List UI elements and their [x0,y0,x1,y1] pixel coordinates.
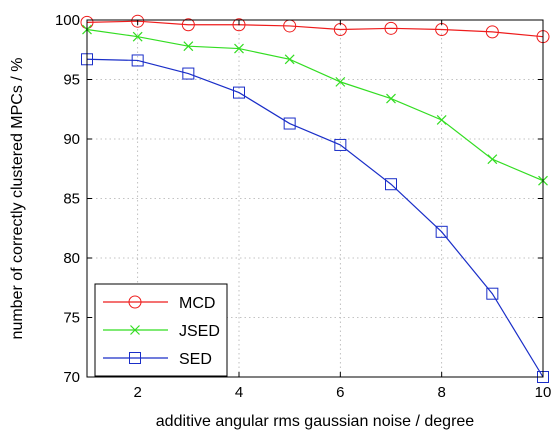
legend-marker-jsed [130,325,140,335]
data-point-mcd [131,14,145,28]
legend-entry-jsed: JSED [103,323,220,340]
data-point-sed [435,225,448,238]
data-point-jsed [386,93,396,104]
legend-marker-mcd [128,295,142,309]
data-point-sed [233,86,245,99]
legend: MCD JSED SED [94,283,228,377]
data-point-mcd [384,21,398,35]
legend-entry-sed: SED [103,351,212,368]
data-point-jsed [234,43,244,54]
data-point-sed [334,138,347,151]
data-point-jsed [132,31,143,42]
data-point-mcd [485,25,499,39]
legend-label-sed: SED [179,351,212,368]
x-axis-title: additive angular rms gaussian noise / de… [156,413,475,430]
data-point-jsed [487,154,498,165]
series-line-sed [86,58,544,378]
y-tick-label: 75 [63,310,80,327]
data-point-sed [283,117,296,130]
legend-marker-sed [129,352,141,364]
series-line-mcd [86,20,544,38]
y-tick-label: 90 [63,131,80,148]
axis-ticks [87,19,544,378]
series-line-jsed [86,28,544,182]
data-point-jsed [284,54,295,65]
data-point-mcd [181,18,195,32]
y-axis-title: number of correctly clustered MPCs / % [9,58,26,340]
x-tick-label: 4 [235,384,243,401]
data-point-jsed [335,76,346,87]
x-tick-label: 2 [133,384,141,401]
series-sed [81,53,549,383]
x-tick-label: 10 [535,384,552,401]
data-point-sed [131,54,144,67]
x-tick-label: 8 [437,384,445,401]
legend-label-jsed: JSED [179,323,220,340]
y-tick-label: 80 [63,250,80,267]
data-point-sed [182,67,195,80]
legend-label-mcd: MCD [179,295,215,312]
series-jsed [82,24,548,186]
y-tick-label: 70 [63,369,80,386]
y-tick-label: 85 [63,191,80,208]
data-point-jsed [436,115,447,125]
tick-labels: 2 4 6 8 10 70 75 80 85 90 95 100 [55,12,551,401]
data-point-jsed [183,41,194,52]
legend-entry-mcd: MCD [103,295,215,312]
series-layer [80,14,550,383]
x-tick-label: 6 [336,384,344,401]
data-point-mcd [232,18,246,32]
data-point-sed [486,287,499,300]
y-tick-label: 95 [63,72,80,89]
data-point-sed [385,178,397,191]
y-tick-label: 100 [55,12,80,29]
